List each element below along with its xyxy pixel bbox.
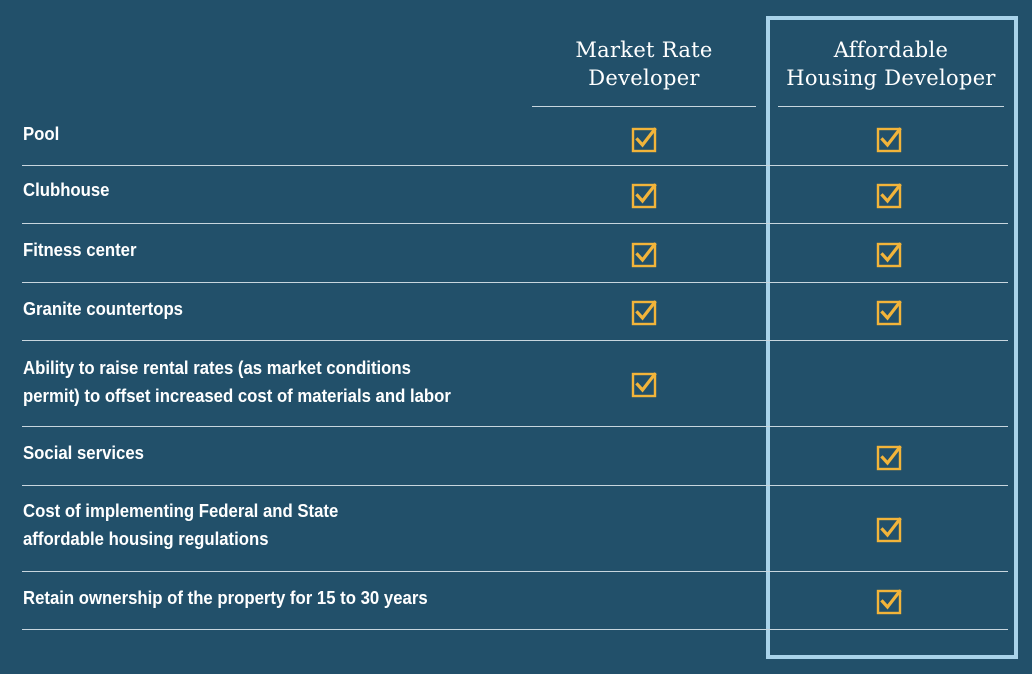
column-header-market-rate: Market Rate Developer	[532, 36, 756, 92]
column-header-line: Housing Developer	[786, 66, 996, 90]
header-rule-market-rate	[532, 106, 756, 107]
row-label: Retain ownership of the property for 15 …	[23, 584, 488, 612]
row-label-line: Retain ownership of the property for 15 …	[23, 588, 428, 608]
row-divider	[22, 340, 1008, 341]
row-label-line: permit) to offset increased cost of mate…	[23, 386, 451, 406]
affordable-column-highlight	[766, 16, 1018, 659]
checked-box-icon	[876, 445, 902, 471]
row-label-line: Cost of implementing Federal and State	[23, 501, 339, 521]
row-label-line: affordable housing regulations	[23, 529, 269, 549]
row-divider	[22, 223, 1008, 224]
checked-box-icon	[876, 242, 902, 268]
column-header-line: Developer	[588, 66, 700, 90]
checked-box-icon	[876, 300, 902, 326]
header-rule-affordable	[778, 106, 1004, 107]
row-label-line: Fitness center	[23, 240, 137, 260]
row-label-line: Pool	[23, 124, 60, 144]
checked-box-icon	[631, 372, 657, 398]
row-divider	[22, 282, 1008, 283]
row-label: Fitness center	[23, 236, 488, 264]
row-divider	[22, 571, 1008, 572]
row-label: Social services	[23, 439, 488, 467]
row-label-line: Ability to raise rental rates (as market…	[23, 358, 411, 378]
row-divider	[22, 426, 1008, 427]
checked-box-icon	[876, 517, 902, 543]
column-header-line: Affordable	[833, 38, 949, 62]
checked-box-icon	[631, 300, 657, 326]
row-divider	[22, 485, 1008, 486]
checked-box-icon	[631, 242, 657, 268]
row-label: Clubhouse	[23, 176, 488, 204]
row-divider	[22, 629, 1008, 630]
row-label-line: Clubhouse	[23, 180, 110, 200]
row-label: Pool	[23, 120, 488, 148]
row-label: Cost of implementing Federal and State af…	[23, 497, 488, 553]
column-header-line: Market Rate	[575, 38, 713, 62]
row-divider	[22, 165, 1008, 166]
row-label-line: Social services	[23, 443, 145, 463]
checked-box-icon	[876, 183, 902, 209]
row-label: Ability to raise rental rates (as market…	[23, 354, 488, 410]
column-header-affordable: Affordable Housing Developer	[778, 36, 1004, 92]
row-label: Granite countertops	[23, 295, 488, 323]
row-label-line: Granite countertops	[23, 299, 183, 319]
checked-box-icon	[876, 589, 902, 615]
checked-box-icon	[876, 127, 902, 153]
checked-box-icon	[631, 183, 657, 209]
checked-box-icon	[631, 127, 657, 153]
